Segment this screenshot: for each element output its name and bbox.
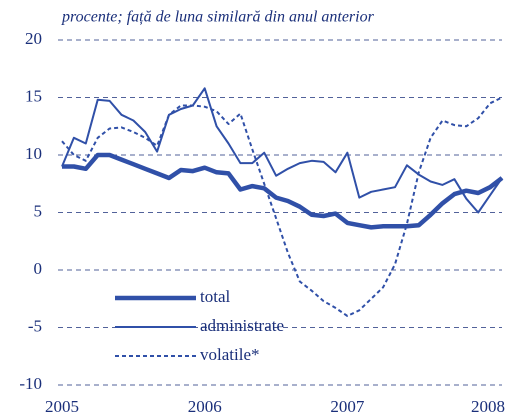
y-tick-label: -10 [19,374,42,393]
line-series [61,96,503,317]
y-tick-label: 0 [34,259,43,278]
chart-title: procente; față de luna similară din anul… [61,9,375,26]
y-tick-label: 20 [25,29,42,48]
x-tick-label: 2006 [188,397,222,416]
y-tick-label: 10 [25,144,42,163]
x-tick-label: 2007 [330,397,365,416]
x-tick-label: 2005 [45,397,79,416]
line-series [62,152,504,230]
line-series [61,87,503,214]
y-tick-label: 15 [25,86,42,105]
y-tick-label: 5 [34,201,43,220]
y-tick-label: -5 [28,316,42,335]
legend-label: administrate [200,316,284,335]
legend-label: total [200,287,230,306]
legend-label: volatile* [200,345,259,364]
x-tick-label: 2008 [471,397,505,416]
